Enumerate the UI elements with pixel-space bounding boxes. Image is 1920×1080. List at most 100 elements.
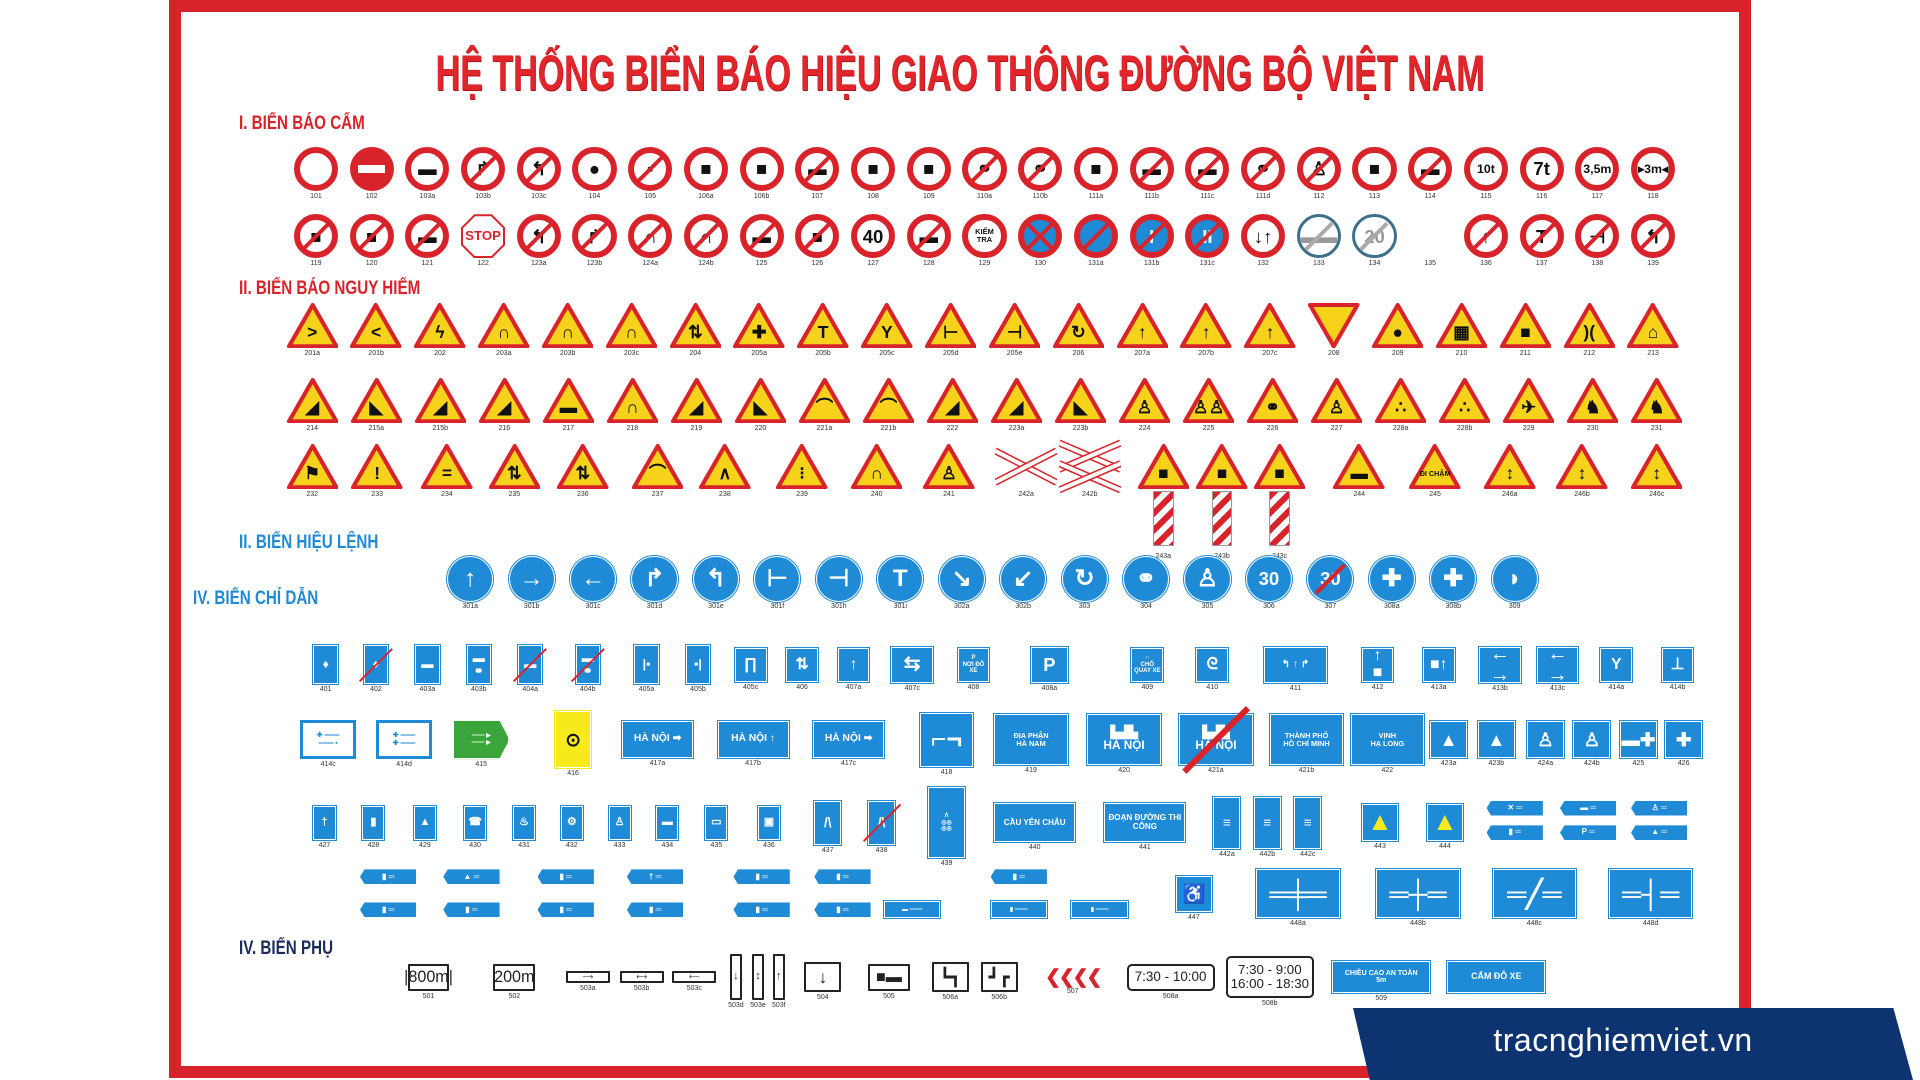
sign-416[interactable]: ⊙ [553, 710, 593, 769]
sign-111c[interactable]: ▬ [1185, 146, 1230, 192]
sign-503b[interactable]: ⟷ [619, 971, 664, 984]
sign-123b[interactable]: ↱ [572, 214, 617, 259]
sign-401[interactable]: ♦ [312, 644, 339, 686]
sign-417a[interactable]: HÀ NỘI ➡ [621, 720, 695, 759]
sign-505[interactable]: ■▬ [868, 963, 910, 991]
sign-434[interactable]: ▬ [655, 804, 680, 842]
sign-129[interactable]: KIỂM TRA [962, 214, 1007, 259]
sign-414a[interactable]: Y [1599, 646, 1634, 684]
sign-302a[interactable]: ↘ [939, 557, 984, 602]
sign-413c[interactable]: ← → [1535, 643, 1580, 686]
sign-413b[interactable]: ← → [1478, 643, 1522, 686]
sign-421a[interactable]: ▙▟▙ HÀ NỘI [1178, 705, 1254, 774]
sign-428[interactable]: ▮ [361, 804, 386, 842]
sign-219[interactable]: ◢ [670, 377, 723, 424]
sign-203c[interactable]: ∩ [605, 303, 658, 349]
sign-233[interactable]: ! [351, 443, 403, 490]
sign-plate[interactable]: ▬ ═ [1560, 800, 1617, 816]
sign-415[interactable]: ═══ ▶ ═══ ▶ [453, 720, 510, 760]
sign-121[interactable]: ▬ [405, 214, 450, 259]
sign-507[interactable]: ❮❮❮❮ [1028, 967, 1117, 987]
sign-105[interactable]: ▪ [628, 146, 673, 192]
sign-301h[interactable]: ⊣ [816, 557, 861, 602]
sign-plate[interactable]: ▮ ═ [360, 902, 417, 918]
sign-506a[interactable]: ┗┓ [931, 962, 969, 992]
sign-206[interactable]: ↻ [1052, 303, 1105, 349]
sign-228b[interactable]: ∴ [1438, 377, 1491, 424]
sign-440[interactable]: CẦU YÊN CHÂU [993, 802, 1077, 844]
sign-132[interactable]: ↓↑ [1241, 214, 1286, 259]
sign-205d[interactable]: ⊢ [925, 303, 977, 349]
sign-223a[interactable]: ◢ [990, 377, 1043, 424]
sign-216[interactable]: ◢ [478, 377, 531, 424]
sign-plate[interactable]: ▮ ═ [443, 902, 500, 918]
sign-305[interactable]: ♙ [1185, 557, 1230, 602]
sign-111a[interactable]: ■ [1073, 146, 1118, 192]
sign-442c[interactable]: ≡ [1293, 796, 1323, 850]
sign-242a[interactable] [995, 444, 1057, 489]
sign-424b[interactable]: ♙ [1572, 720, 1612, 759]
sign-104[interactable]: ● [572, 146, 617, 192]
sign-246a[interactable]: ↕ [1484, 443, 1536, 490]
sign-213[interactable]: ⌂ [1627, 303, 1679, 349]
sign-243b[interactable]: ■ [1196, 443, 1248, 546]
sign-203a[interactable]: ∩ [478, 303, 530, 349]
sign-226[interactable]: ⚭ [1246, 377, 1299, 424]
sign-131c[interactable]: II [1185, 214, 1230, 259]
sign-303[interactable]: ↻ [1062, 557, 1107, 602]
sign-240[interactable]: ∩ [851, 443, 903, 490]
sign-509[interactable]: CHIỀU CAO AN TOÀN 5m [1331, 960, 1432, 995]
sign-441[interactable]: ĐOẠN ĐƯỜNG THI CÔNG [1103, 802, 1187, 844]
sign-229[interactable]: ✈ [1502, 377, 1555, 424]
sign-448a[interactable]: ═╪═ [1255, 868, 1341, 920]
sign-301i[interactable]: T [878, 557, 923, 602]
sign-235[interactable]: ⇅ [488, 443, 540, 490]
logo-text[interactable]: tracnghiemviet.vn [1493, 1022, 1753, 1058]
sign-408[interactable]: P NƠI ĐỖ XE [956, 646, 991, 684]
sign-448c[interactable]: ═╱═ [1491, 868, 1577, 920]
sign-110a[interactable]: ⚭ [962, 146, 1007, 192]
sign-118[interactable]: ▸3m◂ [1631, 146, 1676, 192]
sign-201b[interactable]: < [350, 303, 402, 349]
sign-133[interactable]: ▬▬ [1296, 214, 1341, 259]
sign-414d[interactable]: ✚ ═══ ✚ ═══ [375, 720, 433, 760]
sign-110b[interactable]: ⚭ [1018, 146, 1063, 192]
sign-plate[interactable]: ▮ ═ [814, 902, 871, 918]
sign-120[interactable]: ■ [349, 214, 394, 259]
sign-plate[interactable]: ▬ ═══ [883, 900, 942, 920]
sign-245[interactable]: ĐI CHẬM [1409, 443, 1461, 490]
sign-135[interactable] [1408, 214, 1452, 258]
sign-plate[interactable]: ▮ ═ [990, 869, 1047, 885]
sign-205e[interactable]: ⊣ [988, 303, 1041, 349]
sign-404a[interactable]: ▬ [513, 644, 548, 686]
sign-207c[interactable]: ↑ [1244, 303, 1296, 349]
sign-215a[interactable]: ◣ [350, 377, 402, 424]
sign-426[interactable]: ✚ [1664, 720, 1704, 759]
sign-243c[interactable]: ■ [1253, 443, 1306, 546]
sign-122[interactable]: STOP [461, 214, 506, 259]
sign-413a[interactable]: ■↑ [1421, 646, 1456, 684]
sign-503f[interactable]: ↑ [772, 953, 785, 1001]
sign-301b[interactable]: → [509, 557, 554, 602]
sign-204[interactable]: ⇅ [669, 303, 722, 349]
sign-131a[interactable] [1073, 214, 1118, 259]
sign-409[interactable]: ∩ CHỖ QUAY XE [1130, 646, 1165, 684]
sign-107[interactable]: ▬ [795, 146, 840, 192]
sign-421b[interactable]: THÀNH PHỐ HỒ CHÍ MINH [1268, 712, 1345, 767]
sign-427[interactable]: † [312, 804, 337, 842]
sign-502[interactable]: 200m [493, 963, 536, 991]
sign-304[interactable]: ⚭ [1124, 557, 1169, 602]
sign-405b[interactable]: ▪| [684, 644, 712, 686]
sign-402[interactable]: ♦ [358, 644, 393, 686]
sign-207a[interactable]: ↑ [1116, 303, 1168, 349]
sign-246b[interactable]: ↕ [1556, 443, 1608, 490]
sign-220[interactable]: ◣ [734, 377, 787, 424]
sign-208[interactable] [1308, 303, 1360, 349]
sign-508a[interactable]: 7:30 - 10:00 [1126, 963, 1215, 991]
sign-plate[interactable]: † ═ [626, 869, 684, 885]
sign-430[interactable]: ☎ [463, 804, 488, 842]
sign-221a[interactable]: ⌒ [798, 377, 851, 424]
sign-plate[interactable]: ▮ ═ [626, 902, 684, 918]
sign-128[interactable]: ▬ [906, 214, 951, 259]
sign-205a[interactable]: ✚ [733, 303, 785, 349]
